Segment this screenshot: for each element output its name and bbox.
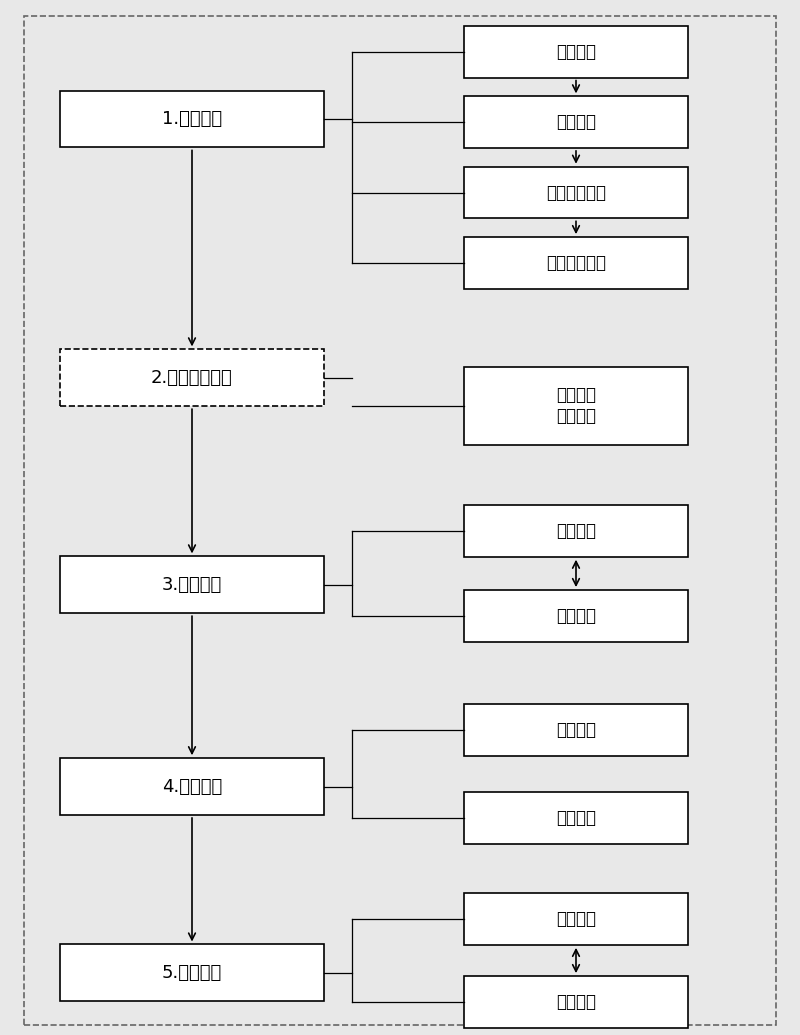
Text: 数据获取: 数据获取 — [556, 42, 596, 61]
Text: 图像信息: 图像信息 — [556, 720, 596, 739]
Bar — [464, 976, 688, 1028]
Text: 基本导航: 基本导航 — [556, 522, 596, 540]
Bar — [60, 944, 324, 1002]
Text: 2.检视视点规划: 2.检视视点规划 — [151, 368, 233, 387]
Text: 求解最优
巡视视点: 求解最优 巡视视点 — [556, 386, 596, 425]
Text: 3.自主导航: 3.自主导航 — [162, 575, 222, 594]
Bar — [464, 237, 688, 289]
Bar — [60, 557, 324, 613]
Bar — [464, 26, 688, 78]
Bar — [60, 349, 324, 406]
Bar — [464, 96, 688, 148]
Bar — [464, 893, 688, 945]
Text: 1.杆塔建模: 1.杆塔建模 — [162, 110, 222, 128]
Text: 5.故障分析: 5.故障分析 — [162, 964, 222, 982]
Bar — [464, 590, 688, 642]
Text: 精确导航: 精确导航 — [556, 607, 596, 625]
Bar — [60, 90, 324, 147]
Bar — [464, 704, 688, 756]
Bar — [464, 505, 688, 557]
Text: 杆塔定位: 杆塔定位 — [556, 113, 596, 131]
Text: 图像处理: 图像处理 — [556, 910, 596, 928]
Bar — [464, 792, 688, 844]
Bar — [464, 167, 688, 218]
Bar — [464, 367, 688, 445]
Text: 4.数据采集: 4.数据采集 — [162, 777, 222, 796]
Text: 安全区域划分: 安全区域划分 — [546, 183, 606, 202]
Text: 安全区域评估: 安全区域评估 — [546, 254, 606, 272]
Text: 位置信息: 位置信息 — [556, 808, 596, 827]
Bar — [60, 758, 324, 816]
Text: 人工分析: 人工分析 — [556, 993, 596, 1011]
